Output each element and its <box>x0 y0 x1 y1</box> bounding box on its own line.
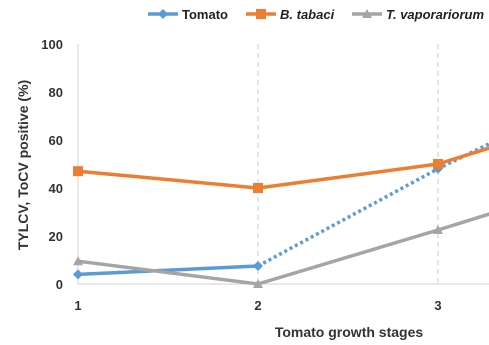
data-point <box>433 225 443 234</box>
series-dashed-line <box>257 141 489 268</box>
data-point <box>73 269 83 280</box>
legend-label: Tomato <box>182 7 228 22</box>
y-tick-labels: 0 20 40 60 80 100 <box>41 37 63 292</box>
data-point <box>253 183 263 193</box>
y-tick-label: 20 <box>49 229 63 244</box>
series-lines <box>73 141 489 288</box>
axes <box>77 44 489 285</box>
legend: Tomato B. tabaci T. vaporariorum <box>148 7 484 22</box>
y-tick-label: 60 <box>49 133 63 148</box>
grid <box>257 44 439 284</box>
y-tick-label: 80 <box>49 85 63 100</box>
x-tick-label: 1 <box>74 298 81 313</box>
legend-marker <box>256 9 266 19</box>
legend-label: B. tabaci <box>280 7 335 22</box>
x-axis-title: Tomato growth stages <box>275 324 424 340</box>
x-tick-label: 2 <box>254 298 261 313</box>
x-tick-labels: 1 2 3 <box>74 298 441 313</box>
data-point <box>253 261 263 271</box>
series-t-vaporariorum <box>73 212 489 288</box>
series-tomato <box>73 141 489 280</box>
series-line <box>77 146 489 190</box>
legend-item: T. vaporariorum <box>352 7 484 22</box>
y-tick-label: 0 <box>56 277 63 292</box>
data-point <box>73 256 83 266</box>
legend-item: B. tabaci <box>246 7 335 22</box>
data-point <box>253 279 263 288</box>
legend-marker <box>158 9 168 19</box>
y-axis-title: TYLCV, ToCV positive (%) <box>15 80 31 250</box>
legend-item: Tomato <box>148 7 228 22</box>
data-point <box>73 166 83 177</box>
legend-marker <box>362 9 372 18</box>
data-point <box>433 159 443 169</box>
x-tick-label: 3 <box>434 298 441 313</box>
legend-label: T. vaporariorum <box>386 7 484 22</box>
y-tick-label: 40 <box>49 181 63 196</box>
y-tick-label: 100 <box>41 37 63 52</box>
series-line <box>77 212 489 286</box>
series-line <box>77 264 259 277</box>
series-b-tabaci <box>73 146 489 193</box>
